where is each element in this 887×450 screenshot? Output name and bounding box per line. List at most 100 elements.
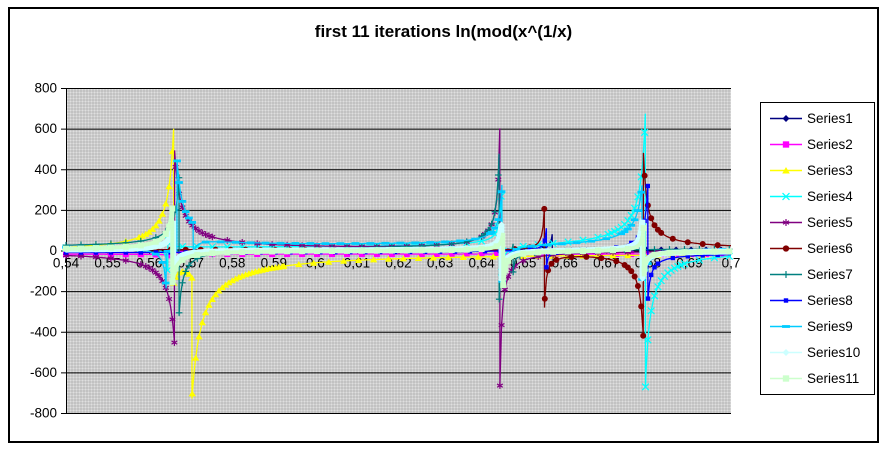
series-marker	[179, 252, 186, 259]
series-marker	[185, 216, 193, 220]
legend-item-Series3[interactable]: Series3	[769, 160, 874, 182]
series-marker	[512, 247, 521, 251]
series-marker	[299, 248, 306, 255]
series-marker	[643, 251, 650, 258]
series-marker	[188, 390, 196, 397]
legend-item-Series10[interactable]: Series10	[769, 341, 874, 363]
legend-item-Series2[interactable]: Series2	[769, 134, 874, 156]
y-tick-label: -600	[30, 365, 57, 380]
legend-item-Series7[interactable]: Series7	[769, 263, 874, 285]
series-marker	[369, 256, 378, 263]
series-marker	[152, 270, 159, 275]
series-marker	[344, 247, 350, 254]
series-marker	[477, 237, 486, 245]
series-marker	[498, 322, 505, 328]
series-marker	[325, 258, 333, 265]
series-marker	[594, 233, 602, 242]
series-marker	[336, 242, 345, 245]
legend-item-Series4[interactable]: Series4	[769, 186, 874, 208]
series-marker	[564, 238, 572, 246]
legend-marker-icon	[770, 192, 802, 201]
series-marker	[651, 222, 658, 229]
legend-item-Series11[interactable]: Series11	[769, 367, 874, 389]
legend-item-Series8[interactable]: Series8	[769, 289, 874, 311]
series-marker	[726, 248, 733, 255]
series-marker	[650, 292, 659, 300]
series-marker	[403, 251, 410, 258]
series-marker	[159, 278, 166, 284]
series-marker	[148, 225, 157, 232]
series-marker	[173, 159, 181, 163]
series-marker	[478, 246, 485, 253]
legend-marker-icon	[770, 141, 802, 149]
series-marker	[158, 261, 167, 264]
series-marker	[548, 260, 555, 267]
series-marker	[310, 259, 318, 266]
series-marker	[295, 261, 303, 268]
series-marker	[142, 264, 149, 269]
series-marker	[463, 251, 470, 258]
series-marker	[652, 265, 657, 270]
series-marker	[411, 241, 419, 245]
series-marker	[700, 253, 705, 258]
legend-item-Series6[interactable]: Series6	[769, 237, 874, 259]
series-marker	[261, 241, 270, 245]
series-marker	[648, 215, 655, 222]
legend-item-Series1[interactable]: Series1	[769, 108, 874, 130]
series-marker	[598, 255, 605, 262]
series-marker	[505, 274, 512, 279]
series-marker	[580, 248, 586, 255]
series-marker	[496, 383, 504, 388]
series-marker	[165, 296, 173, 302]
x-tick-label: 0,58	[219, 256, 245, 271]
series-marker	[711, 248, 718, 255]
series-marker	[482, 249, 488, 254]
series-marker	[172, 265, 179, 272]
series-marker	[366, 242, 374, 245]
series-marker	[448, 247, 455, 254]
series-Series11[interactable]	[63, 205, 733, 289]
series-marker	[155, 274, 163, 279]
chart-title: first 11 iterations ln(mod(x^(1/x)	[314, 22, 573, 41]
series-marker	[669, 235, 676, 242]
series-marker	[541, 205, 548, 212]
series-marker	[667, 266, 675, 275]
series-marker	[215, 287, 223, 294]
series-marker	[497, 190, 506, 194]
y-tick-label: -800	[30, 406, 57, 421]
legend-item-Series9[interactable]: Series9	[769, 315, 874, 337]
series-marker	[344, 251, 350, 258]
series-marker	[498, 221, 505, 229]
series-marker	[501, 287, 509, 292]
series-marker	[456, 239, 464, 243]
legend-item-label: Series6	[807, 240, 853, 256]
series-marker	[399, 255, 408, 262]
series-marker	[152, 243, 160, 250]
series-marker	[358, 251, 365, 258]
series-marker	[321, 242, 330, 245]
series-marker	[535, 254, 542, 259]
series-marker	[221, 281, 230, 288]
series-marker	[645, 183, 650, 189]
series-marker	[610, 227, 619, 236]
legend-item-Series5[interactable]: Series5	[769, 212, 874, 234]
legend-item-label: Series5	[807, 215, 853, 231]
series-marker	[634, 193, 642, 201]
series-marker	[92, 254, 100, 260]
series-marker	[640, 128, 649, 137]
series-marker	[329, 248, 335, 254]
series-marker	[624, 216, 632, 225]
series-marker	[459, 253, 467, 261]
series-marker	[504, 254, 512, 261]
series-marker	[617, 232, 626, 236]
series-marker	[269, 248, 276, 255]
series-marker	[178, 200, 187, 203]
series-marker	[474, 253, 482, 260]
series-marker	[448, 251, 455, 258]
series-marker	[381, 241, 389, 245]
series-marker	[199, 230, 206, 236]
series-marker	[195, 333, 203, 340]
series-marker	[373, 251, 380, 258]
series-marker	[351, 242, 360, 245]
